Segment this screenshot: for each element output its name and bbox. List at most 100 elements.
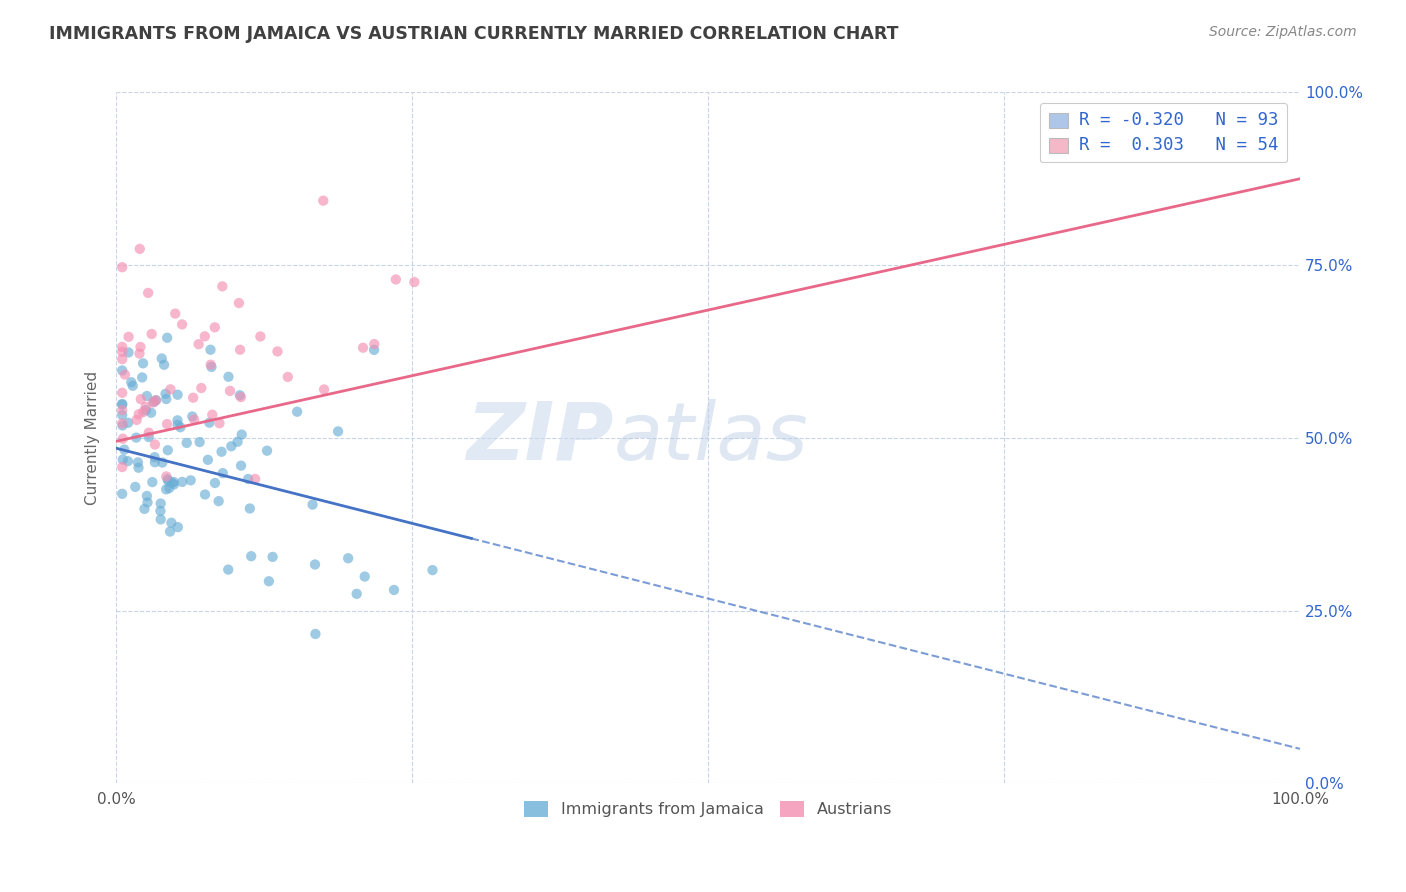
Point (249, 329, 271, 343)
Point (404, 275, 426, 289)
Point (111, 403, 134, 417)
Point (166, 413, 188, 427)
Point (141, 406, 163, 420)
Point (228, 296, 250, 310)
Point (159, 524, 181, 539)
Point (256, 443, 278, 458)
Point (304, 627, 326, 641)
Text: Source: ZipAtlas.com: Source: ZipAtlas.com (1209, 25, 1357, 39)
Point (163, 475, 186, 489)
Point (149, 512, 172, 526)
Point (155, 392, 177, 406)
Point (194, 487, 217, 501)
Point (156, 331, 179, 345)
Point (197, 452, 219, 467)
Point (165, 307, 187, 321)
Point (127, 460, 149, 475)
Point (111, 460, 134, 475)
Point (157, 474, 180, 488)
Point (200, 343, 222, 357)
Point (257, 574, 280, 589)
Point (143, 395, 166, 409)
Point (226, 434, 249, 449)
Point (266, 344, 288, 359)
Point (181, 391, 204, 405)
Point (125, 431, 148, 445)
Point (155, 469, 177, 483)
Point (143, 455, 166, 469)
Point (111, 432, 134, 446)
Point (134, 502, 156, 516)
Point (211, 279, 233, 293)
Point (240, 549, 263, 564)
Point (150, 351, 173, 366)
Point (159, 382, 181, 396)
Point (363, 337, 385, 351)
Point (166, 388, 188, 402)
Point (128, 407, 150, 421)
Point (153, 358, 176, 372)
Point (136, 495, 159, 509)
Point (156, 443, 179, 458)
Y-axis label: Currently Married: Currently Married (86, 371, 100, 505)
Point (111, 385, 134, 400)
Point (141, 326, 163, 341)
Point (117, 416, 139, 430)
Point (211, 466, 233, 480)
Point (149, 496, 172, 510)
Point (229, 458, 252, 473)
Point (111, 408, 134, 422)
Point (176, 436, 198, 450)
Point (194, 329, 217, 343)
Point (142, 395, 165, 409)
Point (132, 405, 155, 419)
Point (120, 375, 142, 389)
Point (111, 344, 134, 359)
Point (231, 427, 253, 442)
Point (114, 368, 136, 382)
Point (111, 352, 134, 367)
Point (187, 337, 209, 351)
Point (229, 390, 252, 404)
Point (181, 409, 204, 424)
Point (337, 551, 360, 566)
Point (262, 549, 284, 564)
Text: ZIP: ZIP (465, 399, 613, 477)
Point (169, 420, 191, 434)
Point (243, 472, 266, 486)
Point (111, 398, 134, 412)
Point (353, 569, 375, 583)
Point (155, 483, 177, 497)
Point (111, 418, 134, 433)
Text: atlas: atlas (613, 399, 808, 477)
Point (129, 392, 152, 406)
Point (200, 359, 222, 374)
Point (200, 358, 222, 372)
Point (201, 408, 224, 422)
Point (204, 320, 226, 334)
Point (132, 356, 155, 370)
Point (117, 454, 139, 468)
Point (304, 558, 326, 572)
Point (422, 563, 444, 577)
Point (163, 477, 186, 491)
Point (128, 346, 150, 360)
Point (117, 330, 139, 344)
Point (143, 450, 166, 465)
Point (312, 194, 335, 208)
Point (208, 494, 231, 508)
Point (135, 389, 157, 403)
Point (131, 370, 153, 384)
Point (136, 285, 159, 300)
Point (145, 393, 167, 408)
Point (166, 520, 188, 534)
Point (121, 378, 143, 392)
Point (111, 260, 134, 275)
Point (138, 430, 160, 444)
Point (135, 489, 157, 503)
Point (157, 481, 180, 495)
Point (135, 400, 157, 414)
Point (111, 340, 134, 354)
Point (352, 341, 374, 355)
Point (204, 475, 226, 490)
